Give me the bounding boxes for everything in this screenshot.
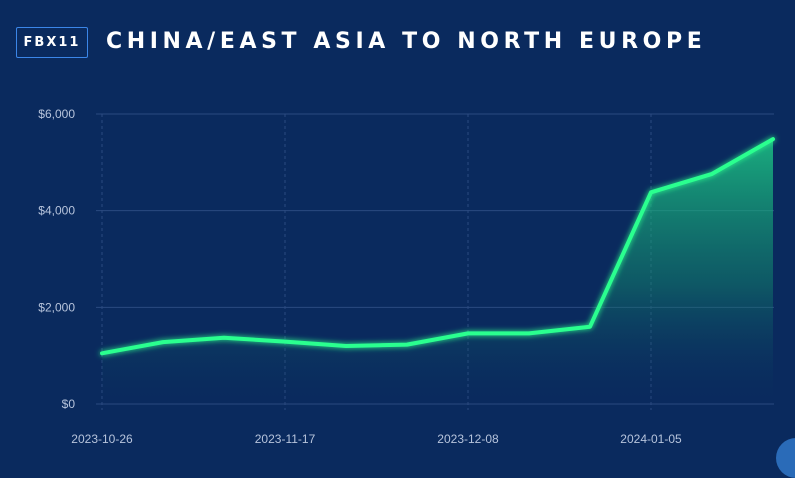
chart-title: CHINA/EAST ASIA TO NORTH EUROPE bbox=[106, 29, 707, 54]
y-tick-label: $0 bbox=[62, 397, 76, 411]
chart: $0 $2,000 $4,000 $6,000 2023-10-26 2023-11-1… bbox=[38, 107, 775, 446]
x-tick-label: 2023-10-26 bbox=[71, 432, 133, 446]
y-axis-ticks: $0 $2,000 $4,000 $6,000 bbox=[38, 107, 75, 411]
data-point-2024-01-05 bbox=[649, 190, 653, 194]
x-tick-label: 2023-12-08 bbox=[437, 432, 499, 446]
data-point-2023-11-24 bbox=[344, 344, 348, 348]
y-tick-label: $6,000 bbox=[38, 107, 75, 121]
data-point-2023-10-26 bbox=[100, 351, 104, 355]
y-tick-label: $4,000 bbox=[38, 204, 75, 218]
x-tick-label: 2023-11-17 bbox=[255, 432, 316, 446]
data-point-2023-12-15 bbox=[527, 331, 531, 335]
series-area bbox=[102, 139, 773, 404]
x-axis-ticks: 2023-10-26 2023-11-17 2023-12-08 2024-01-05 bbox=[71, 432, 682, 446]
data-point-2024-01-12 bbox=[710, 172, 714, 176]
y-tick-label: $2,000 bbox=[38, 300, 75, 314]
data-point-2023-11-02 bbox=[161, 340, 165, 344]
data-point-2023-11-09 bbox=[222, 336, 226, 340]
data-point-2023-12-22 bbox=[588, 325, 592, 329]
x-tick-label: 2024-01-05 bbox=[620, 432, 682, 446]
series-line bbox=[100, 137, 775, 356]
data-point-2023-12-08 bbox=[466, 331, 470, 335]
data-point-2023-12-01 bbox=[405, 343, 409, 347]
index-badge: FBX11 bbox=[16, 27, 88, 58]
data-point-2024-01-19 bbox=[771, 137, 775, 141]
data-point-2023-11-17 bbox=[283, 340, 287, 344]
